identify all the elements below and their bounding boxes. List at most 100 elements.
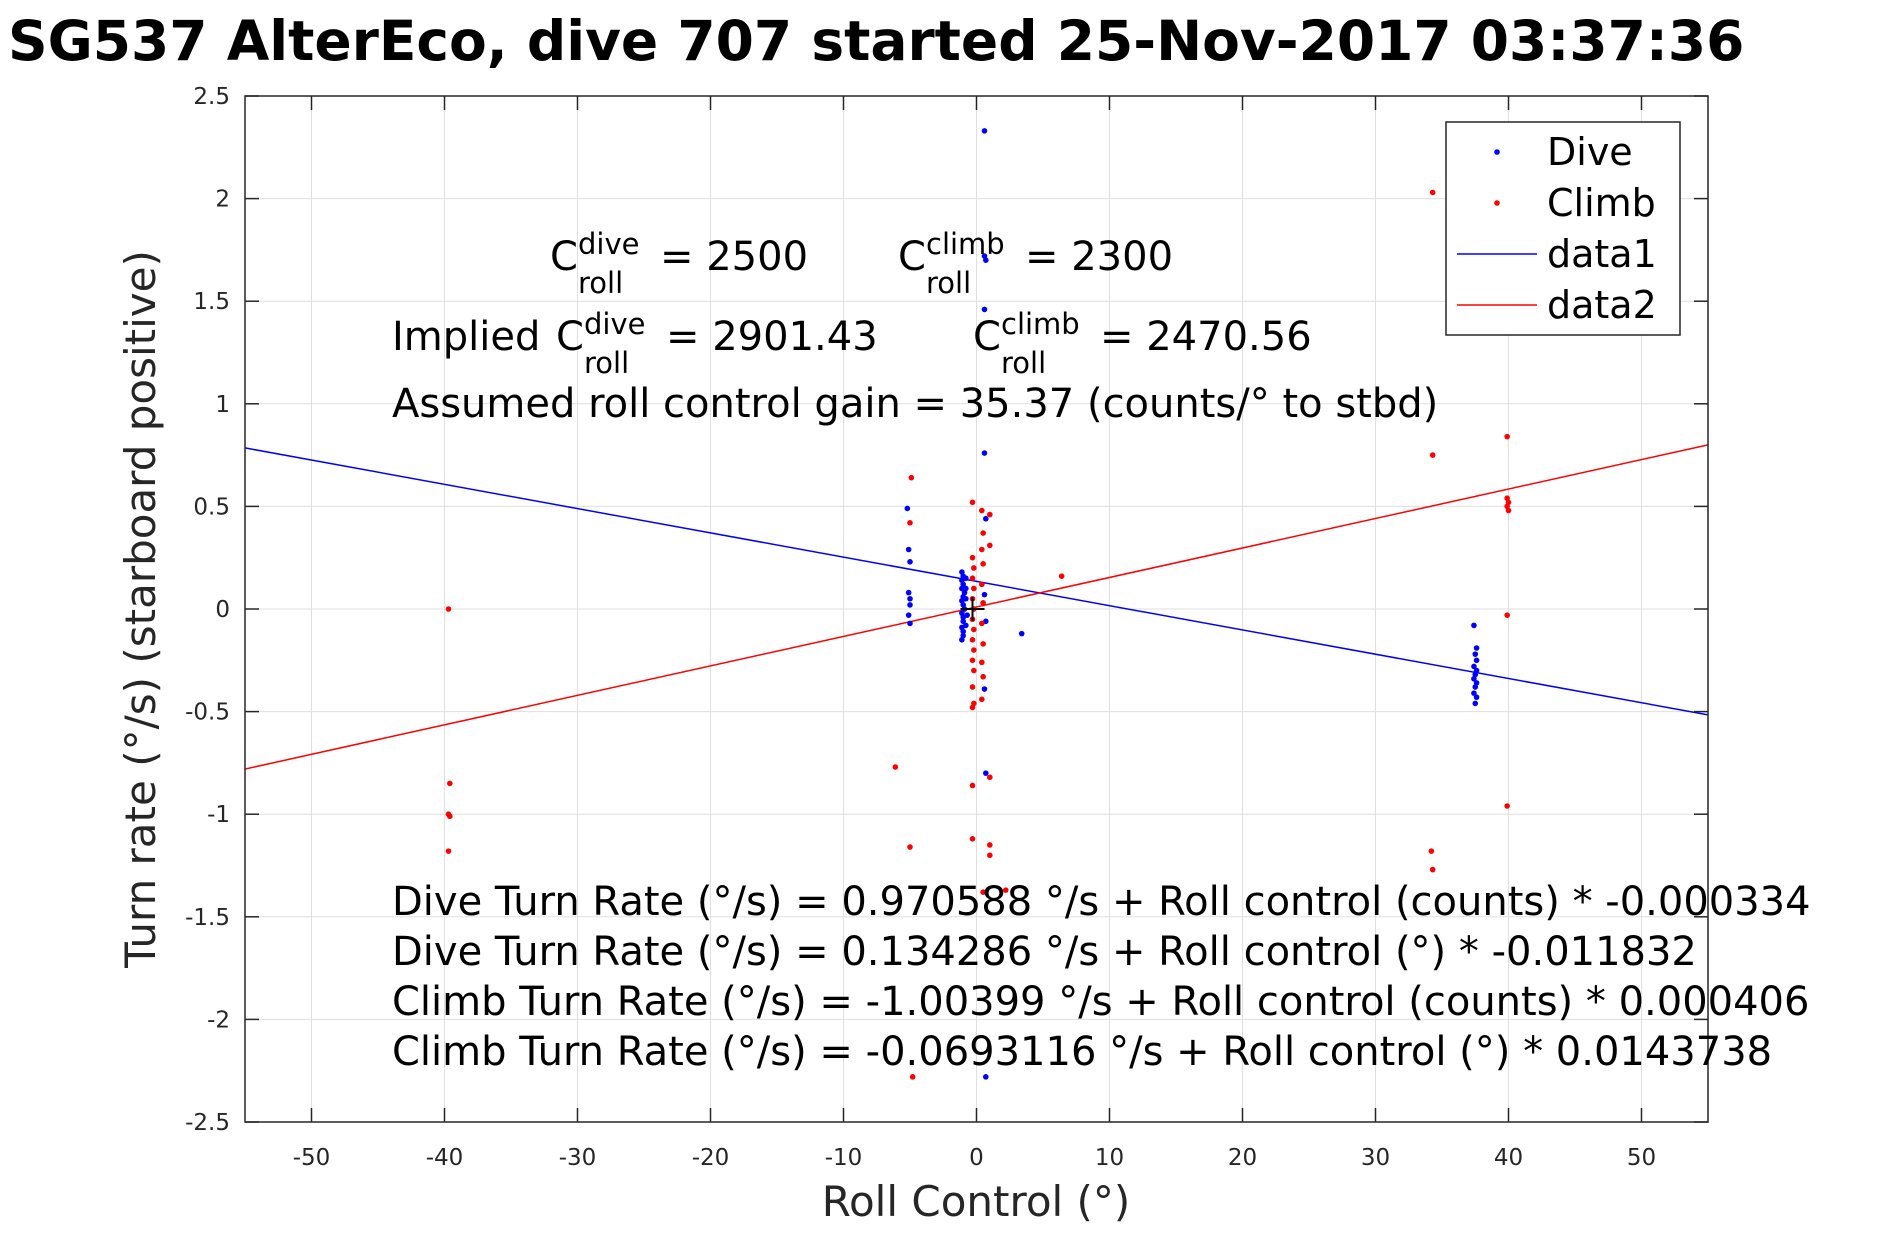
climb-point — [969, 684, 976, 690]
c-roll-climb-superscript: climb — [926, 227, 1005, 261]
climb-point — [1429, 866, 1436, 873]
climb-point — [979, 507, 985, 514]
implied-c-roll-climb-subscript: roll — [1001, 346, 1046, 380]
dive-point — [1473, 645, 1480, 651]
climb-point — [1429, 189, 1436, 196]
climb-point — [969, 554, 976, 561]
x-tick-label: -20 — [692, 1145, 730, 1171]
climb-point — [445, 848, 452, 854]
climb-point — [1002, 887, 1009, 893]
climb-point — [1058, 573, 1065, 579]
implied-c-roll-dive-subscript: roll — [584, 346, 629, 380]
climb-point — [979, 620, 985, 627]
y-tick-label: 2.5 — [193, 84, 230, 110]
dive-point — [907, 559, 913, 565]
climb-point — [971, 585, 977, 592]
dive-point — [960, 628, 966, 635]
y-tick-label: -0.5 — [185, 700, 230, 726]
dive-point — [1471, 675, 1477, 682]
dive-point — [1472, 651, 1479, 657]
climb-point — [980, 561, 986, 567]
climb-point — [969, 836, 976, 842]
y-axis-label: Turn rate (°/s) (starboard positive) — [116, 250, 165, 969]
dive-point — [981, 686, 988, 692]
climb-point — [979, 581, 985, 588]
climb-point — [969, 657, 976, 664]
legend-marker-climb — [1494, 200, 1500, 206]
fit-equation: Dive Turn Rate (°/s) = 0.134286 °/s + Ro… — [392, 929, 1697, 975]
x-tick-label: -30 — [559, 1145, 597, 1171]
climb-point — [987, 542, 993, 549]
c-roll-climb-subscript: roll — [926, 266, 971, 300]
dive-point — [981, 450, 988, 456]
y-tick-label: 2 — [215, 187, 230, 213]
fit-equation: Dive Turn Rate (°/s) = 0.970588 °/s + Ro… — [392, 879, 1811, 925]
dive-point — [905, 546, 912, 553]
plot-data — [244, 128, 1709, 1080]
c-roll-dive-base: C — [550, 234, 578, 280]
dive-point — [963, 585, 969, 592]
climb-point — [971, 626, 977, 633]
dive-point — [907, 620, 913, 627]
dive-point — [1473, 694, 1480, 701]
dive-point — [963, 575, 969, 582]
fit-line-data2 — [244, 444, 1709, 770]
dive-point — [1018, 630, 1025, 637]
climb-point — [979, 696, 985, 703]
dive-point — [1472, 684, 1479, 690]
c-roll-dive-subscript: roll — [578, 266, 623, 300]
dive-point — [983, 1074, 989, 1080]
x-tick-label: 10 — [1095, 1145, 1124, 1171]
c-roll-dive-value: = 2500 — [660, 234, 808, 280]
dive-point — [905, 612, 912, 618]
climb-point — [1504, 433, 1510, 440]
climb-point — [980, 889, 986, 895]
climb-point — [1505, 507, 1512, 514]
y-tick-label: 1.5 — [193, 289, 230, 315]
dive-point — [1472, 700, 1479, 707]
legend-label: Climb — [1547, 181, 1656, 225]
dive-point — [907, 595, 913, 602]
fit-equation: Climb Turn Rate (°/s) = -0.0693116 °/s +… — [392, 1029, 1772, 1075]
c-roll-dive-superscript: dive — [578, 227, 639, 261]
legend-label: data2 — [1547, 283, 1657, 327]
dive-point — [960, 618, 966, 625]
implied-c-roll-dive-value: = 2901.43 — [666, 314, 878, 360]
climb-point — [979, 659, 985, 666]
climb-point — [1428, 848, 1435, 854]
climb-point — [971, 565, 977, 571]
climb-point — [979, 546, 985, 553]
dive-point — [959, 636, 965, 643]
legend-box — [1445, 121, 1681, 336]
dive-point — [983, 257, 989, 263]
climb-point — [969, 636, 976, 643]
fit-equation: Climb Turn Rate (°/s) = -1.00399 °/s + R… — [392, 979, 1809, 1025]
climb-point — [892, 764, 899, 770]
y-tick-label: -1.5 — [185, 905, 230, 931]
dive-point — [959, 585, 965, 592]
dive-point — [981, 128, 988, 134]
y-tick-label: -2.5 — [185, 1110, 230, 1136]
dive-point — [964, 612, 970, 618]
x-tick-label: 30 — [1361, 1145, 1390, 1171]
dive-point — [904, 505, 911, 512]
c-roll-climb-value: = 2300 — [1025, 234, 1173, 280]
dive-point — [981, 306, 988, 313]
legend-label: Dive — [1547, 130, 1633, 174]
roll-gain-text: Assumed roll control gain = 35.37 (count… — [392, 381, 1438, 427]
x-tick-label: -40 — [426, 1145, 464, 1171]
implied-c-roll-climb-value: = 2470.56 — [1100, 314, 1312, 360]
climb-point — [987, 511, 993, 518]
y-tick-label: -2 — [207, 1007, 230, 1033]
climb-point — [980, 530, 986, 536]
climb-point — [969, 782, 976, 789]
climb-point — [447, 780, 453, 787]
fit-line-data1 — [244, 447, 1709, 716]
y-tick-label: 0 — [215, 597, 230, 623]
climb-point — [445, 606, 452, 612]
